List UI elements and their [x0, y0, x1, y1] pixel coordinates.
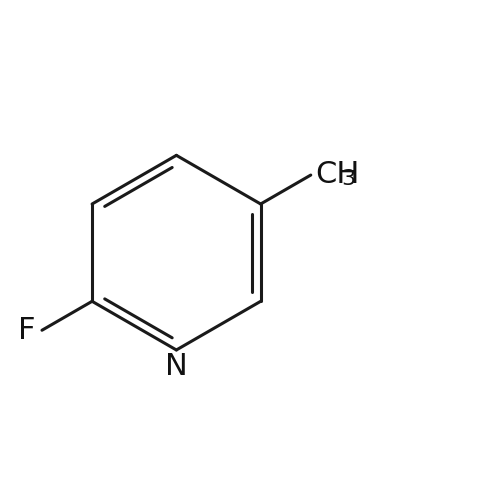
Text: 3: 3 [341, 169, 355, 189]
Text: CH: CH [315, 160, 359, 189]
Text: N: N [165, 352, 188, 381]
Text: F: F [18, 316, 35, 345]
